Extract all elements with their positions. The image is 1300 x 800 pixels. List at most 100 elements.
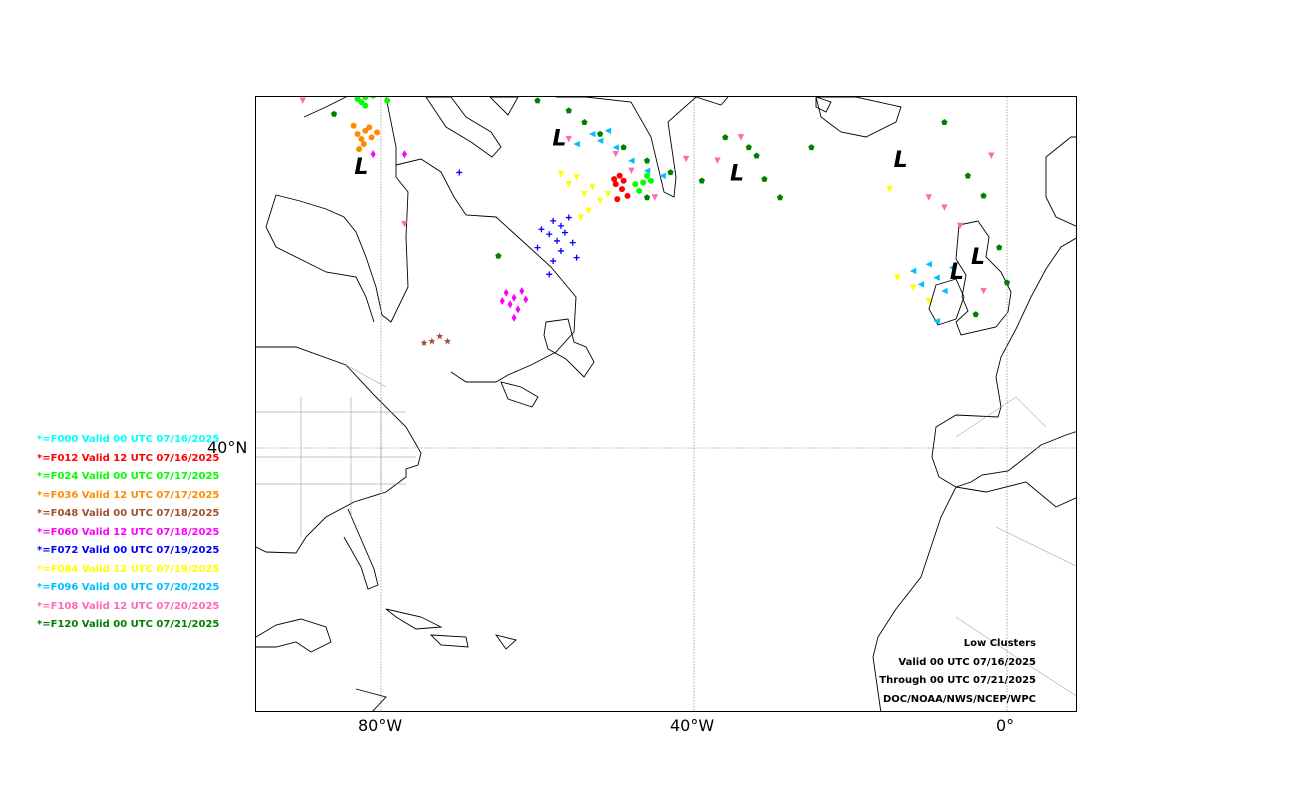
cluster-point-f072	[546, 271, 553, 278]
info-valid: Valid 00 UTC 07/16/2025	[898, 656, 1036, 668]
cluster-point-f084	[565, 180, 572, 188]
cluster-point-f108	[299, 97, 306, 104]
cluster-point-f108	[925, 194, 932, 201]
low-center-marker: L	[354, 155, 368, 180]
north-america-coast	[256, 346, 422, 554]
cluster-point-f120	[808, 144, 815, 151]
cluster-point-f084	[581, 190, 588, 198]
low-center-marker: L	[552, 126, 566, 151]
cluster-point-f108	[682, 155, 690, 163]
cluster-point-f036	[366, 124, 373, 131]
legend-item-f060: *=F060 Valid 12 UTC 07/18/2025	[37, 526, 220, 538]
cluster-point-f036	[358, 136, 365, 143]
cluster-point-f072	[546, 231, 553, 238]
cluster-point-f108	[651, 194, 659, 201]
legend-item-f096: *=F096 Valid 00 UTC 07/20/2025	[37, 582, 220, 593]
cluster-point-f012	[624, 192, 631, 199]
cluster-point-f096	[925, 261, 932, 268]
cluster-point-f120	[534, 97, 541, 104]
cluster-point-f108	[980, 287, 987, 295]
cluster-point-f096	[941, 287, 948, 295]
cluster-point-f084	[604, 190, 612, 198]
cluster-point-f072	[557, 247, 564, 254]
cluster-point-f120	[761, 175, 768, 182]
cluster-point-f012	[616, 172, 623, 179]
cluster-points	[299, 97, 1011, 347]
legend-item-f120: *=F120 Valid 00 UTC 07/21/2025	[37, 619, 220, 630]
baffin-coast	[425, 97, 697, 198]
cluster-point-f120	[620, 144, 627, 151]
low-center-marker: L	[894, 148, 908, 173]
cluster-point-f084	[585, 207, 592, 215]
cluster-point-f060	[515, 305, 521, 314]
info-title: Low Clusters	[963, 638, 1036, 649]
cluster-point-f120	[972, 311, 979, 318]
cluster-point-f060	[370, 150, 376, 159]
cluster-point-f108	[988, 152, 995, 159]
cluster-point-f060	[401, 150, 407, 159]
cluster-point-f108	[565, 135, 572, 143]
cluster-point-f096	[949, 264, 956, 271]
cluster-point-f060	[511, 293, 517, 302]
graticule	[256, 97, 1076, 711]
cluster-point-f108	[628, 167, 635, 174]
cluster-point-f024	[362, 97, 369, 101]
coastlines	[256, 97, 1076, 711]
cluster-point-f120	[980, 192, 987, 199]
cluster-point-f036	[368, 134, 375, 141]
iceland-coast	[815, 97, 832, 113]
cluster-point-f096	[573, 140, 580, 148]
cluster-point-f012	[620, 177, 627, 184]
cluster-point-f036	[362, 127, 369, 134]
cluster-point-f096	[643, 167, 651, 174]
newfoundland-coast	[543, 318, 595, 378]
africa-coast	[872, 481, 1076, 711]
cluster-point-f120	[996, 244, 1003, 251]
ireland-coast	[928, 278, 965, 326]
lon-label-0: 0°	[996, 716, 1015, 735]
cluster-point-f108	[956, 222, 964, 230]
cluster-point-f024	[644, 172, 651, 179]
lon-label-40w: 40°W	[670, 716, 715, 735]
cluster-point-f120	[597, 130, 604, 137]
legend-item-f072: *=F072 Valid 00 UTC 07/19/2025	[37, 545, 220, 556]
cluster-point-f048	[436, 332, 444, 340]
cluster-point-f012	[619, 186, 626, 193]
cluster-point-f084	[909, 284, 917, 291]
cluster-point-f036	[360, 141, 367, 148]
lon-label-80w: 80°W	[358, 716, 403, 735]
cluster-point-f084	[925, 297, 932, 305]
cluster-point-f096	[933, 274, 940, 281]
norway-coast	[1045, 136, 1076, 227]
cluster-point-f096	[596, 137, 604, 144]
cluster-point-f060	[507, 300, 513, 309]
cluster-point-f120	[643, 194, 651, 201]
cluster-point-f072	[550, 257, 557, 264]
info-box: Low Clusters Valid 00 UTC 07/16/2025 Thr…	[879, 637, 1036, 711]
cluster-point-f072	[557, 222, 564, 229]
cluster-point-f084	[589, 184, 596, 191]
cluster-point-f084	[573, 174, 580, 181]
cluster-point-f108	[612, 150, 619, 158]
cluster-point-f024	[354, 97, 361, 102]
legend: *=F000 Valid 00 UTC 07/16/2025 *=F012 Va…	[37, 433, 219, 637]
cluster-point-f048	[428, 337, 436, 345]
cluster-point-f024	[640, 179, 647, 186]
cluster-point-f012	[614, 196, 621, 203]
cluster-point-f120	[565, 107, 572, 114]
cluster-point-f096	[628, 157, 635, 164]
europe-coast	[931, 237, 1076, 488]
nova-scotia-coast	[500, 381, 539, 408]
legend-item-f084: *=F084 Valid 12 UTC 07/19/2025	[37, 563, 220, 575]
cluster-point-f096	[917, 281, 925, 288]
caribbean-coast	[256, 608, 517, 711]
cluster-point-f108	[714, 157, 721, 164]
british-isles-coast	[955, 220, 1012, 336]
cluster-point-f120	[667, 169, 674, 176]
cluster-point-f036	[356, 146, 363, 153]
cluster-point-f120	[722, 134, 729, 141]
cluster-point-f036	[354, 131, 361, 138]
cluster-point-f060	[503, 288, 509, 297]
